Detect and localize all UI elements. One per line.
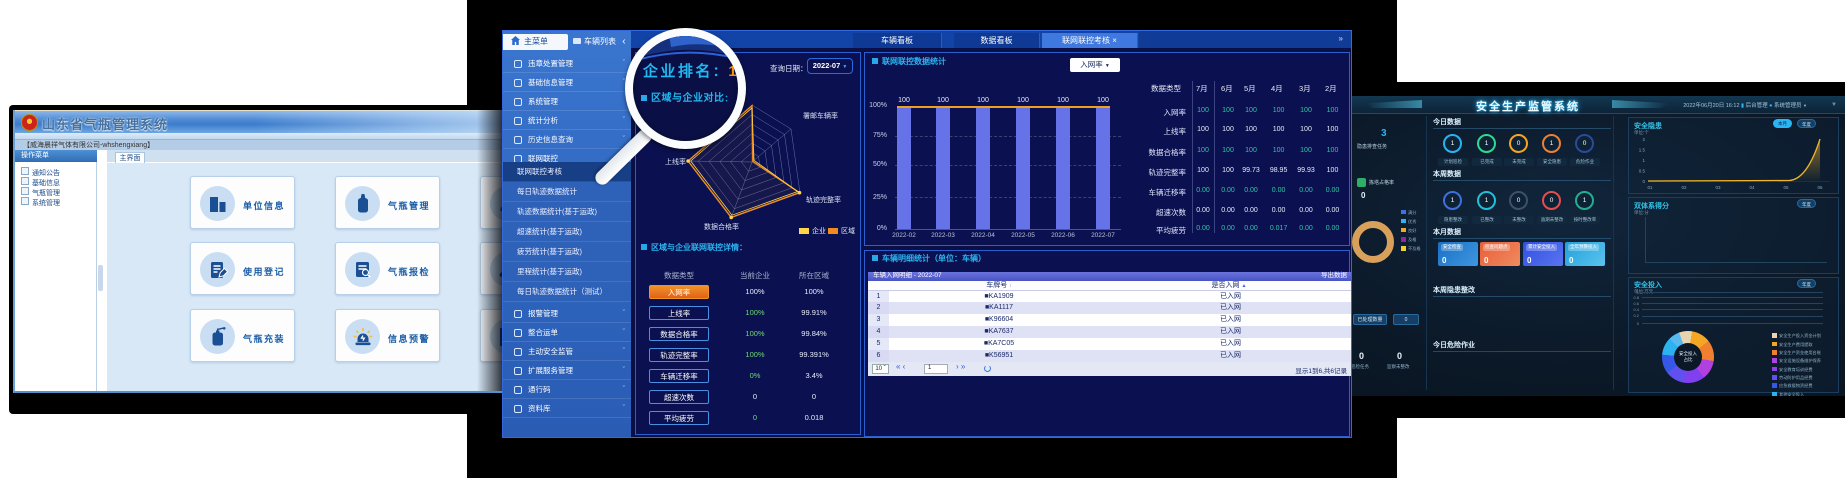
svg-text:06: 06 — [1817, 185, 1823, 190]
svg-text:2: 2 — [1642, 137, 1645, 142]
svg-text:0.5: 0.5 — [1639, 169, 1646, 174]
svg-text:03: 03 — [1715, 185, 1721, 190]
svg-text:0: 0 — [1642, 179, 1645, 184]
svg-text:04: 04 — [1749, 185, 1755, 190]
svg-text:01: 01 — [1647, 185, 1653, 190]
svg-text:05: 05 — [1783, 185, 1789, 190]
svg-text:1.5: 1.5 — [1639, 148, 1646, 153]
svg-text:1: 1 — [1642, 158, 1645, 163]
svg-text:02: 02 — [1681, 185, 1687, 190]
